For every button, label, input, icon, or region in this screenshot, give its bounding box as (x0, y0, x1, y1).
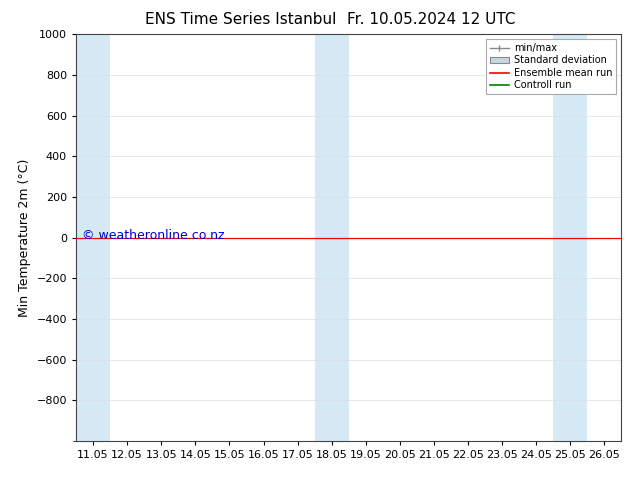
Legend: min/max, Standard deviation, Ensemble mean run, Controll run: min/max, Standard deviation, Ensemble me… (486, 39, 616, 94)
Bar (553, 34, 587, 441)
Bar (76, 34, 110, 441)
Text: © weatheronline.co.nz: © weatheronline.co.nz (82, 229, 224, 242)
Text: ENS Time Series Istanbul: ENS Time Series Istanbul (145, 12, 337, 27)
Text: Fr. 10.05.2024 12 UTC: Fr. 10.05.2024 12 UTC (347, 12, 515, 27)
Bar (314, 34, 349, 441)
Y-axis label: Min Temperature 2m (°C): Min Temperature 2m (°C) (18, 158, 31, 317)
